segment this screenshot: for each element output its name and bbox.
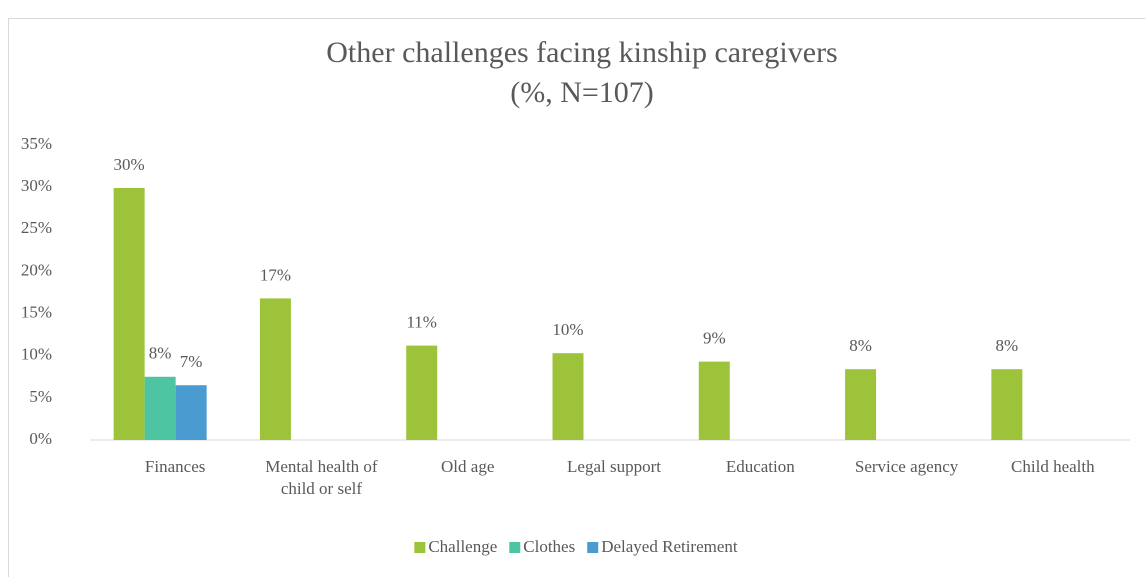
data-label: 10%: [552, 320, 583, 339]
x-tick-label: Old age: [441, 457, 495, 476]
y-tick-label: 25%: [21, 218, 52, 237]
y-tick-label: 35%: [21, 134, 52, 153]
bar: [175, 385, 207, 440]
data-label: 8%: [849, 336, 872, 355]
x-tick-label: Finances: [144, 457, 206, 476]
x-tick-label: Education: [725, 457, 795, 476]
chart-title: Other challenges facing kinship caregive…: [326, 36, 837, 69]
x-tick-label: Service agency: [854, 457, 959, 476]
bar: [552, 353, 584, 440]
chart-frame: [8, 18, 1145, 577]
bar: [991, 369, 1023, 440]
y-tick-label: 5%: [29, 387, 52, 406]
legend-swatch: [414, 542, 426, 553]
data-label: 8%: [149, 344, 172, 363]
y-tick-label: 15%: [21, 302, 52, 321]
data-label: 9%: [703, 329, 726, 348]
y-tick-label: 30%: [21, 176, 52, 195]
bar: [113, 187, 145, 440]
bar: [406, 345, 438, 440]
x-tick-label: Child health: [1011, 457, 1095, 476]
legend-swatch: [509, 542, 521, 553]
legend-label: Delayed Retirement: [601, 537, 738, 556]
bar: [259, 298, 291, 440]
y-tick-label: 0%: [29, 429, 52, 448]
data-label: 7%: [180, 352, 203, 371]
bar: [698, 361, 730, 440]
y-tick-label: 10%: [21, 345, 52, 364]
data-label: 30%: [114, 155, 145, 174]
data-label: 8%: [996, 336, 1019, 355]
legend-label: Clothes: [523, 537, 575, 556]
x-tick-label: Mental health of child or self: [265, 457, 378, 498]
chart-subtitle: (%, N=107): [510, 76, 654, 109]
data-label: 17%: [260, 265, 291, 284]
bar: [845, 369, 877, 440]
legend-label: Challenge: [428, 537, 497, 556]
legend-swatch: [587, 542, 599, 553]
data-label: 11%: [406, 313, 437, 332]
x-tick-label: Legal support: [567, 457, 661, 476]
bar: [144, 376, 176, 440]
y-tick-label: 20%: [21, 260, 52, 279]
